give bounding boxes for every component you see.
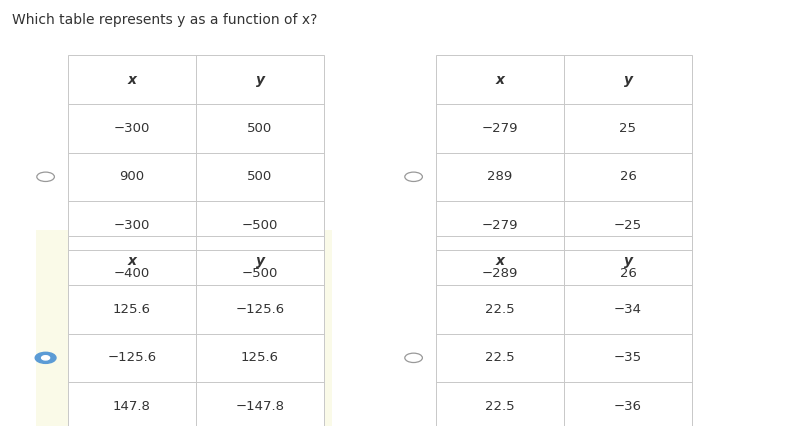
- Text: 147.8: 147.8: [113, 400, 151, 413]
- Text: 22.5: 22.5: [485, 400, 515, 413]
- Text: 500: 500: [247, 122, 273, 135]
- Text: 289: 289: [487, 170, 513, 183]
- Text: y: y: [255, 73, 265, 86]
- Text: −34: −34: [614, 303, 642, 316]
- Bar: [36, 230, 332, 426]
- Circle shape: [35, 352, 56, 363]
- Bar: [68, 236, 324, 426]
- Text: −500: −500: [242, 219, 278, 232]
- Text: 22.5: 22.5: [485, 303, 515, 316]
- Text: −35: −35: [614, 351, 642, 364]
- Text: y: y: [623, 254, 633, 268]
- Text: −300: −300: [114, 122, 150, 135]
- Text: −25: −25: [614, 219, 642, 232]
- Text: 22.5: 22.5: [485, 351, 515, 364]
- Text: 900: 900: [119, 170, 145, 183]
- Text: 25: 25: [619, 122, 637, 135]
- Text: x: x: [495, 254, 505, 268]
- Text: −125.6: −125.6: [107, 351, 157, 364]
- Text: −125.6: −125.6: [235, 303, 285, 316]
- Text: x: x: [127, 73, 137, 86]
- Bar: [68, 55, 324, 298]
- Text: −289: −289: [482, 268, 518, 280]
- Text: x: x: [495, 73, 505, 86]
- Text: x: x: [127, 254, 137, 268]
- Text: −500: −500: [242, 268, 278, 280]
- Text: −400: −400: [114, 268, 150, 280]
- Text: −279: −279: [482, 122, 518, 135]
- Bar: [436, 236, 692, 426]
- Circle shape: [42, 356, 50, 360]
- Text: 26: 26: [619, 268, 637, 280]
- Text: 125.6: 125.6: [113, 303, 151, 316]
- Text: −36: −36: [614, 400, 642, 413]
- Text: 500: 500: [247, 170, 273, 183]
- Text: Which table represents y as a function of x?: Which table represents y as a function o…: [12, 13, 318, 27]
- Text: 125.6: 125.6: [241, 351, 279, 364]
- Text: y: y: [623, 73, 633, 86]
- Bar: [436, 55, 692, 298]
- Text: −300: −300: [114, 219, 150, 232]
- Text: −279: −279: [482, 219, 518, 232]
- Text: −147.8: −147.8: [235, 400, 285, 413]
- Text: 26: 26: [619, 170, 637, 183]
- Text: y: y: [255, 254, 265, 268]
